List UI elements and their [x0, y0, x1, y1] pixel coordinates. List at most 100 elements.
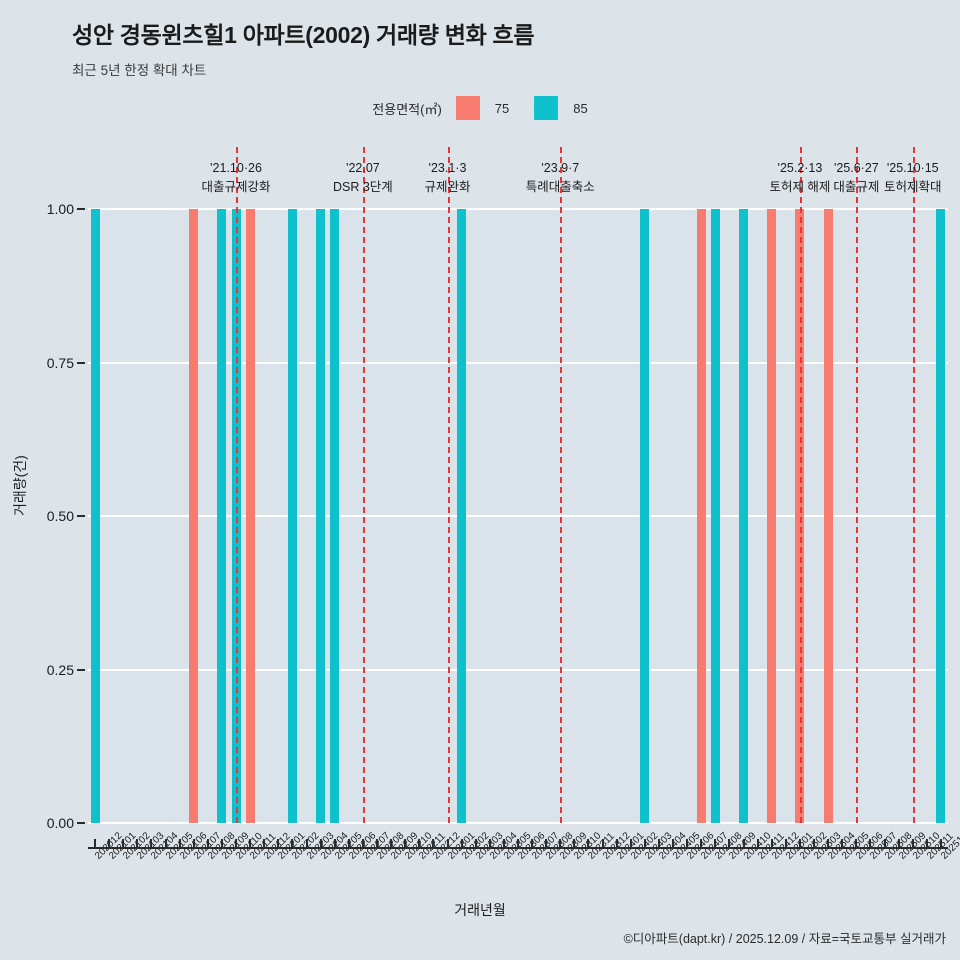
annotation-text: 토허제 해제: [769, 180, 831, 195]
annotation-date: '23.9·7: [541, 161, 580, 175]
y-tick-label: 0.25: [46, 661, 74, 678]
x-tick-mark: [178, 839, 181, 849]
x-tick-mark: [784, 839, 787, 849]
x-tick-mark: [164, 839, 167, 849]
x-tick-mark: [517, 839, 519, 849]
x-tick-mark: [333, 839, 336, 849]
x-tick-mark: [798, 839, 801, 849]
plot-area: [88, 147, 948, 824]
page-title: 성안 경동윈츠힐1 아파트(2002) 거래량 변화 흐름: [72, 22, 535, 48]
gridline: [88, 361, 948, 364]
x-tick-mark: [474, 839, 477, 849]
bar: [696, 209, 706, 823]
annotation-date: '22.07: [346, 161, 380, 175]
x-tick-mark: [192, 839, 195, 849]
annotation-line: [856, 147, 859, 823]
x-tick-mark: [728, 839, 731, 849]
x-tick-mark: [897, 839, 900, 849]
x-tick-mark: [545, 839, 548, 849]
x-tick-mark: [700, 839, 703, 849]
annotation-date: '23.1·3: [428, 161, 467, 175]
x-tick-mark: [136, 839, 139, 849]
y-tick-label: 0.00: [46, 815, 74, 831]
x-tick-mark: [376, 839, 379, 849]
gridline: [88, 208, 948, 210]
x-tick-mark: [432, 839, 435, 849]
x-tick-mark: [305, 839, 308, 849]
x-tick-mark: [235, 839, 238, 849]
x-tick-mark: [249, 839, 252, 849]
legend-swatch-75: [455, 96, 480, 120]
bar: [245, 209, 255, 823]
annotation-text: 특례대출축소: [525, 180, 595, 195]
bar: [189, 209, 199, 823]
x-tick-mark: [813, 839, 816, 849]
x-tick-mark: [390, 839, 393, 849]
y-tick-mark: [77, 361, 85, 364]
y-tick-label: 0.75: [46, 354, 74, 371]
x-tick-mark: [855, 839, 858, 849]
gridline: [88, 668, 948, 671]
x-tick-mark: [404, 839, 407, 849]
x-tick-mark: [488, 839, 491, 849]
annotation-label: '25.6·27 대출규제: [833, 159, 879, 198]
x-tick-mark: [615, 839, 618, 849]
annotation-label: '23.1·3 규제완화: [424, 159, 470, 198]
annotation-line: [362, 147, 365, 823]
chart-legend: 전용면적(㎡) 75 85: [0, 96, 960, 120]
footer-credit: ©디아파트(dapt.kr) / 2025.12.09 / 자료=국토교통부 실…: [623, 932, 946, 946]
chart-header: 성안 경동윈츠힐1 아파트(2002) 거래량 변화 흐름 최근 5년 한정 확…: [72, 16, 535, 79]
gridline: [88, 515, 948, 517]
annotation-line: [236, 147, 239, 823]
x-tick-mark: [277, 839, 280, 849]
x-tick-mark: [206, 839, 209, 849]
annotation-text: 토허제확대: [883, 180, 942, 195]
x-tick-mark: [714, 839, 717, 849]
x-tick-mark: [108, 839, 111, 849]
annotation-line: [912, 147, 915, 823]
annotation-date: '25.6·27: [833, 161, 879, 175]
bar: [217, 209, 227, 823]
legend-label-75: 75: [494, 100, 510, 116]
x-tick-mark: [911, 839, 914, 849]
x-tick-mark: [531, 839, 534, 849]
x-tick-mark: [672, 839, 675, 849]
y-tick-mark: [77, 668, 85, 671]
x-tick-mark: [319, 839, 322, 849]
x-tick-mark: [841, 839, 844, 849]
annotation-date: '25.10·15: [886, 161, 939, 175]
annotation-text: DSR 3단계: [332, 180, 393, 195]
annotation-label: '25.2·13 토허제 해제: [769, 159, 830, 198]
annotation-line: [447, 147, 450, 823]
bar: [90, 209, 100, 823]
annotation-text: 대출규제강화: [201, 180, 271, 195]
annotation-line: [799, 147, 802, 823]
y-tick-label: 1.00: [46, 201, 74, 217]
annotation-text: 대출규제: [833, 180, 880, 195]
gridline: [88, 822, 948, 824]
x-tick-mark: [657, 839, 660, 849]
x-tick-mark: [925, 839, 928, 849]
x-tick-mark: [587, 839, 590, 849]
y-axis: 0.00 0.25 0.50 0.75 1.00: [0, 201, 88, 831]
y-tick-mark: [77, 822, 85, 824]
x-tick-mark: [220, 839, 223, 849]
x-tick-mark: [883, 839, 886, 849]
x-tick-mark: [150, 839, 153, 849]
annotation-line: [560, 147, 563, 823]
annotation-text: 규제완화: [424, 180, 471, 195]
x-tick-mark: [94, 839, 97, 849]
x-tick-mark: [446, 839, 449, 849]
bar: [936, 209, 946, 823]
x-tick-mark: [263, 839, 266, 849]
x-tick-mark: [756, 839, 759, 849]
annotation-label: '22.07 DSR 3단계: [333, 159, 393, 198]
x-tick-mark: [460, 839, 463, 849]
legend-label-85: 85: [573, 100, 588, 116]
annotation-label: '25.10·15 토허제확대: [884, 159, 942, 198]
bar: [640, 209, 650, 823]
x-tick-mark: [629, 839, 632, 849]
bar: [287, 209, 297, 823]
x-tick-mark: [347, 839, 350, 849]
x-tick-mark: [686, 839, 689, 849]
